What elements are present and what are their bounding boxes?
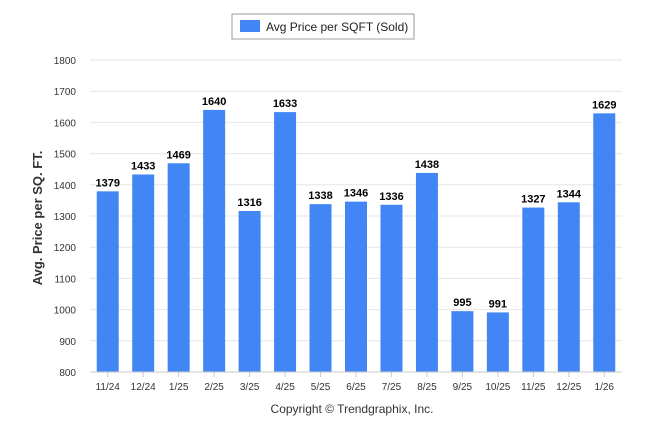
bar-value-label: 1316 (237, 197, 261, 209)
x-tick-label: 1/25 (169, 382, 189, 393)
bars (96, 109, 616, 373)
y-tick-label: 1500 (54, 150, 77, 161)
bar-value-label: 1469 (166, 149, 190, 161)
x-tick-label: 11/24 (96, 382, 121, 393)
bar (309, 204, 332, 372)
y-tick-label: 1300 (54, 212, 77, 223)
y-axis-title: Avg. Price per SQ. FT. (30, 151, 45, 286)
x-tick-label: 7/25 (382, 382, 402, 393)
legend-shadow (234, 38, 415, 40)
copyright-footer: Copyright © Trendgraphix, Inc. (271, 402, 434, 416)
bar (380, 204, 403, 372)
bar (238, 211, 261, 372)
bar (96, 191, 119, 372)
bar (451, 311, 474, 372)
bar (522, 207, 545, 372)
bar-labels: 1379 1433 1469 1640 1316 1633 1338 1346 1336 1438… (95, 96, 616, 310)
legend-label: Avg Price per SQFT (Sold) (266, 20, 408, 34)
legend-swatch (240, 20, 260, 32)
bar-value-label: 1629 (592, 99, 616, 111)
x-tick-label: 1/26 (595, 382, 615, 393)
bar-value-label: 1438 (415, 159, 439, 171)
x-tick-label: 9/25 (453, 382, 473, 393)
bar (345, 201, 367, 372)
bar-value-label: 1379 (95, 177, 119, 189)
bar (132, 174, 155, 372)
y-tick-label: 900 (59, 337, 76, 348)
bar-value-label: 995 (453, 297, 471, 309)
bar (557, 202, 580, 372)
bar-value-label: 991 (489, 298, 507, 310)
bar-value-label: 1336 (379, 191, 403, 203)
bar-value-label: 1327 (521, 194, 545, 206)
x-tick-label: 10/25 (485, 382, 510, 393)
y-axis: 800 900 1000 1100 1200 1300 1400 1500 1600 1700 18… (54, 56, 77, 379)
y-tick-label: 1600 (54, 118, 77, 129)
bar-value-label: 1633 (273, 98, 297, 110)
y-tick-label: 1400 (54, 181, 77, 192)
y-tick-label: 1700 (54, 87, 77, 98)
bar (167, 163, 190, 372)
bar-value-label: 1346 (344, 188, 368, 200)
x-axis: 11/24 12/24 1/25 2/25 3/25 4/25 5/25 6/25 7/25 8/… (90, 371, 622, 393)
x-tick-label: 3/25 (240, 382, 260, 393)
bar-value-label: 1640 (202, 96, 226, 108)
y-tick-label: 1800 (54, 56, 77, 67)
bar (415, 172, 438, 372)
x-tick-label: 2/25 (204, 382, 224, 393)
x-tick-label: 12/24 (131, 382, 156, 393)
x-tick-label: 5/25 (311, 382, 331, 393)
y-tick-label: 1000 (54, 306, 77, 317)
bar-value-label: 1344 (557, 188, 582, 200)
x-tick-label: 8/25 (417, 382, 437, 393)
y-tick-label: 1100 (54, 274, 76, 285)
x-tick-label: 11/25 (521, 382, 546, 393)
legend: Avg Price per SQFT (Sold) (231, 13, 415, 40)
y-tick-label: 800 (59, 368, 76, 379)
bar (593, 113, 616, 373)
x-tick-label: 4/25 (275, 382, 295, 393)
bar (486, 312, 509, 372)
legend-box (231, 13, 415, 40)
bar (274, 112, 297, 372)
x-tick-label: 6/25 (346, 382, 366, 393)
x-tick-label: 12/25 (556, 382, 581, 393)
bar (203, 109, 226, 373)
y-tick-label: 1200 (54, 243, 77, 254)
bar-value-label: 1433 (131, 161, 155, 173)
bar-value-label: 1338 (308, 190, 332, 202)
